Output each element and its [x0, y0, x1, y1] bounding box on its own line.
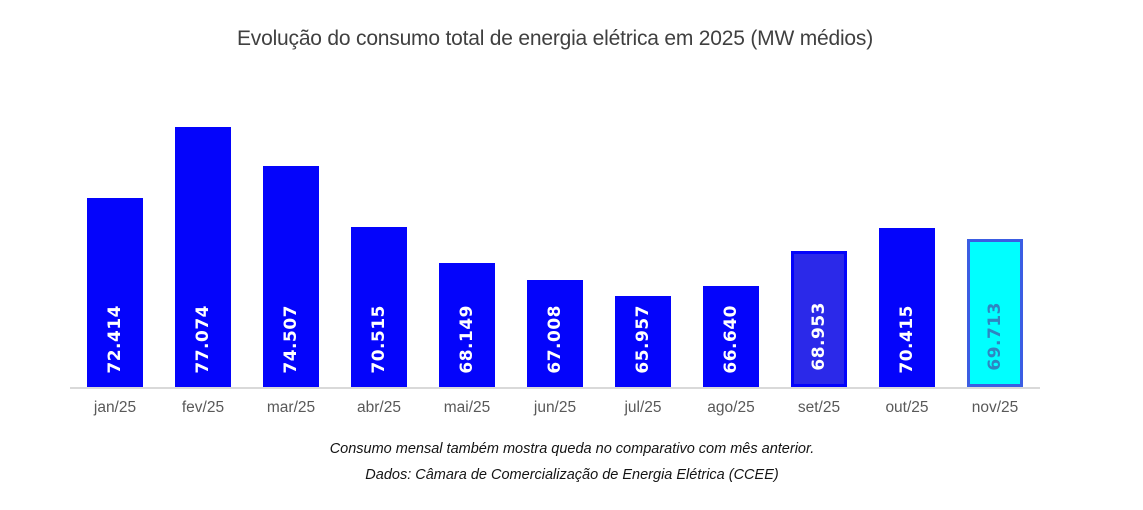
x-axis-label-mai-25: mai/25: [443, 399, 491, 416]
bar-value-label: 68.953: [809, 302, 829, 371]
bar-nov-25: 69.713: [967, 239, 1023, 387]
x-axis-label-jul-25: jul/25: [624, 399, 662, 416]
chart-title: Evolução do consumo total de energia elé…: [237, 27, 873, 50]
bar-value-label: 70.515: [369, 305, 389, 374]
x-axis-label-out-25: out/25: [885, 399, 929, 416]
x-axis-label-jan-25: jan/25: [93, 399, 137, 416]
x-axis-label-nov-25: nov/25: [971, 399, 1019, 416]
bar-value-label: 66.640: [721, 305, 741, 374]
x-axis: jan/25 fev/25 mar/25 abr/25 mai/25 jun/25 jul/…: [70, 399, 1040, 417]
x-axis-label-ago-25: ago/25: [707, 399, 755, 416]
footer-source: Dados: Câmara de Comercialização de Ener…: [365, 467, 779, 483]
bar-value-label: 74.507: [281, 305, 301, 374]
x-axis-label-mar-25: mar/25: [266, 399, 316, 416]
bar-value-label: 72.414: [105, 305, 125, 374]
bar-value-label: 68.149: [457, 305, 477, 374]
bar-value-label: 77.074: [193, 305, 213, 374]
bar-value-label: 69.713: [985, 302, 1005, 371]
bar-abr-25: 70.515: [351, 227, 407, 387]
bar-value-label: 67.008: [545, 305, 565, 374]
bar-mar-25: 74.507: [263, 166, 319, 387]
bar-value-label: 65.957: [633, 305, 653, 374]
plot-area: 72.414 77.074 74.507 70.515 68.149 67.008 65.9…: [70, 0, 1040, 389]
bars: 72.414 77.074 74.507 70.515 68.149 67.008 65.9…: [70, 0, 1040, 387]
x-axis-label-jun-25: jun/25: [533, 399, 577, 416]
bar-out-25: 70.415: [879, 228, 935, 387]
x-axis-label-set-25: set/25: [797, 399, 841, 416]
bar-jan-25: 72.414: [87, 198, 143, 387]
bar-value-label: 70.415: [897, 305, 917, 374]
bar-jun-25: 67.008: [527, 280, 583, 387]
bar-mai-25: 68.149: [439, 263, 495, 387]
bar-set-25: 68.953: [791, 251, 847, 387]
bar-fev-25: 77.074: [175, 127, 231, 387]
x-axis-label-abr-25: abr/25: [357, 399, 401, 416]
bar-jul-25: 65.957: [615, 296, 671, 387]
x-axis-label-fev-25: fev/25: [181, 399, 225, 416]
footer-note: Consumo mensal também mostra queda no co…: [329, 441, 815, 457]
bar-ago-25: 66.640: [703, 286, 759, 387]
